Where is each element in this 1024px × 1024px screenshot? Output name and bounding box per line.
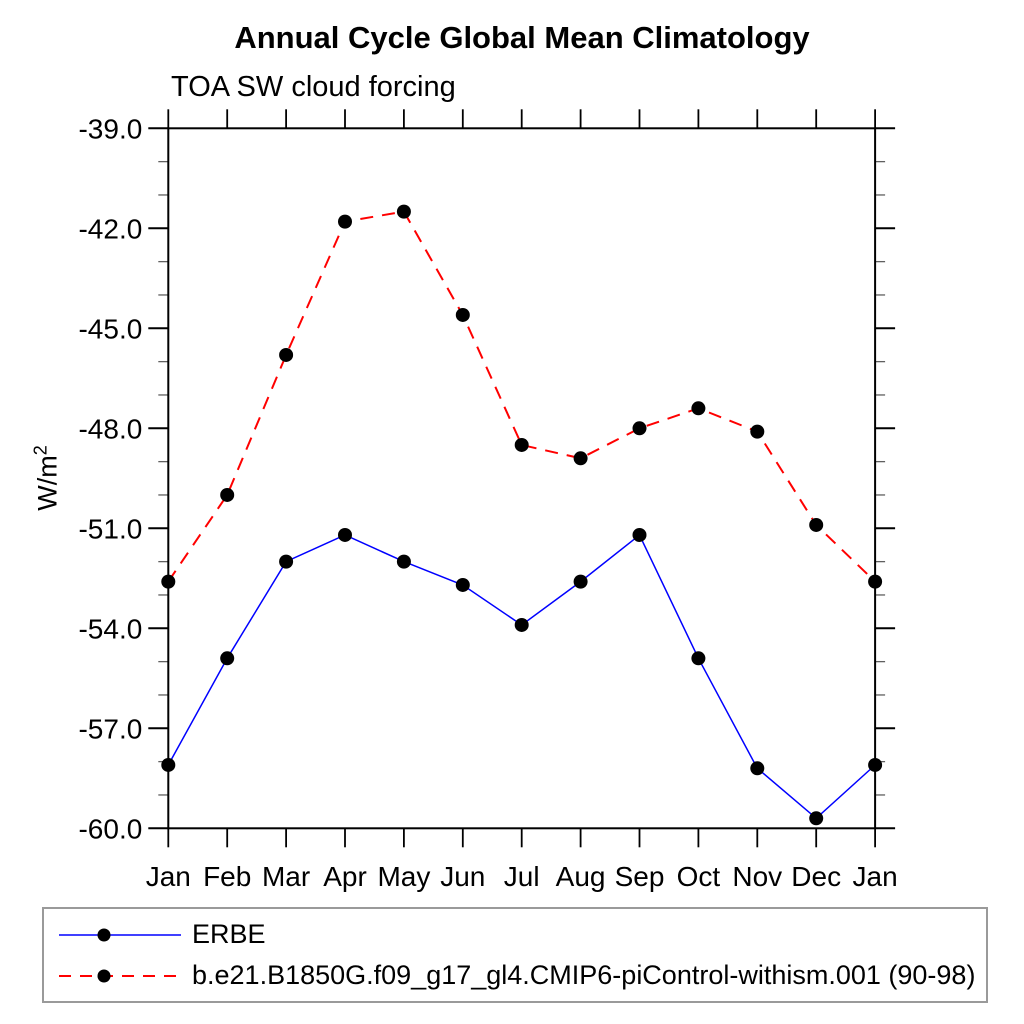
x-tick-label: Jan [853, 861, 898, 892]
data-point-marker [279, 347, 294, 362]
y-tick-label: -60.0 [78, 813, 142, 844]
data-point-marker [455, 307, 470, 322]
data-point-marker [455, 577, 470, 592]
series-line-b-e21-b1850g-f09-g17-gl4 [167, 210, 876, 583]
data-point-marker [396, 554, 411, 569]
data-point-marker [809, 517, 824, 532]
legend-item-label: b.e21.B1850G.f09_g17_gl4.CMIP6-piControl… [192, 960, 976, 990]
legend-line-sample [59, 928, 181, 941]
data-point-marker [514, 617, 529, 632]
data-point-marker [691, 401, 706, 416]
x-tick-label: Mar [262, 861, 310, 892]
data-point-marker [514, 437, 529, 452]
data-point-marker [161, 574, 176, 589]
data-point-marker [632, 421, 647, 436]
x-tick-label: Jul [504, 861, 540, 892]
data-point-marker [573, 574, 588, 589]
x-tick-label: Dec [791, 861, 841, 892]
y-tick-label: -51.0 [78, 513, 142, 544]
x-tick-label: Jan [146, 861, 191, 892]
legend-line-sample [59, 969, 181, 982]
data-point-marker [750, 424, 765, 439]
data-point-marker [868, 574, 883, 589]
legend-item: ERBE [44, 919, 986, 950]
data-point-marker [220, 651, 235, 666]
legend-marker-icon [97, 969, 111, 982]
data-point-marker [691, 651, 706, 666]
x-tick-label: Apr [323, 861, 367, 892]
data-point-marker [396, 204, 411, 219]
y-tick-label: -54.0 [78, 613, 142, 644]
legend-marker-icon [97, 928, 111, 941]
x-tick-label: Jun [440, 861, 485, 892]
data-point-marker [632, 527, 647, 542]
x-tick-label: Feb [203, 861, 251, 892]
y-tick-label: -45.0 [78, 313, 142, 344]
legend-item: b.e21.B1850G.f09_g17_gl4.CMIP6-piControl… [44, 960, 986, 991]
legend-item-label: ERBE [192, 919, 266, 949]
data-point-marker [161, 757, 176, 772]
series-line-erbe [167, 533, 876, 820]
data-point-marker [750, 761, 765, 776]
y-tick-label: -39.0 [78, 113, 142, 144]
data-point-marker [279, 554, 294, 569]
x-tick-label: Oct [677, 861, 721, 892]
data-point-marker [338, 527, 352, 542]
x-tick-label: May [377, 861, 430, 892]
chart-subtitle: TOA SW cloud forcing [171, 71, 456, 103]
x-tick-label: Sep [615, 861, 665, 892]
data-point-marker [573, 451, 588, 466]
x-tick-label: Nov [732, 861, 782, 892]
data-point-marker [338, 214, 352, 229]
data-point-marker [220, 487, 235, 502]
y-tick-label: -48.0 [78, 413, 142, 444]
y-tick-label: -42.0 [78, 213, 142, 244]
chart-title: Annual Cycle Global Mean Climatology [234, 20, 810, 55]
x-tick-label: Aug [556, 861, 606, 892]
data-point-marker [868, 757, 883, 772]
data-point-marker [809, 811, 824, 826]
legend: ERBE b.e21.B1850G.f09_g17_gl4.CMIP6-piCo… [42, 907, 988, 1003]
y-tick-label: -57.0 [78, 713, 142, 744]
plot-frame [167, 127, 877, 830]
